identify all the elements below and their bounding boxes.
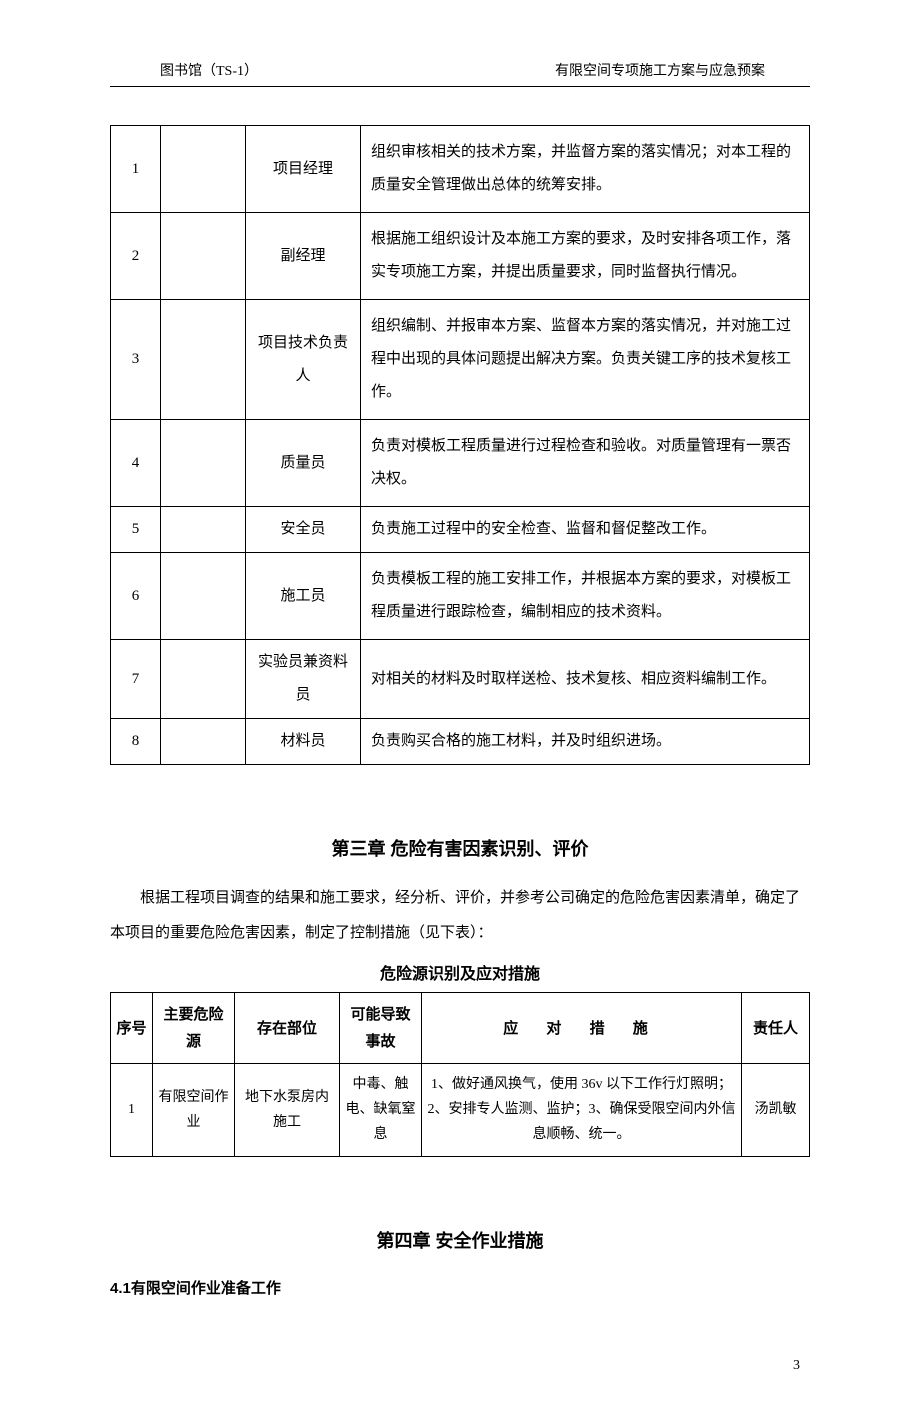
row-role: 安全员 (246, 507, 361, 553)
table-row: 6 施工员负责模板工程的施工安排工作，并根据本方案的要求，对模板工程质量进行跟踪检… (111, 553, 810, 640)
row-number: 7 (111, 640, 161, 719)
header-measure: 应 对 措 施 (422, 993, 742, 1064)
hazard-row-hazard: 有限空间作业 (153, 1064, 235, 1157)
row-blank (161, 420, 246, 507)
header-right: 有限空间专项施工方案与应急预案 (555, 60, 765, 80)
row-description: 负责模板工程的施工安排工作，并根据本方案的要求，对模板工程质量进行跟踪检查，编制… (361, 553, 810, 640)
row-description: 负责对模板工程质量进行过程检查和验收。对质量管理有一票否决权。 (361, 420, 810, 507)
row-role: 施工员 (246, 553, 361, 640)
responsibilities-table: 1 项目经理组织审核相关的技术方案，并监督方案的落实情况；对本工程的质量安全管理做… (110, 125, 810, 765)
row-number: 2 (111, 213, 161, 300)
row-description: 根据施工组织设计及本施工方案的要求，及时安排各项工作，落实专项施工方案，并提出质… (361, 213, 810, 300)
page-number: 3 (110, 1358, 810, 1374)
row-role: 质量员 (246, 420, 361, 507)
row-description: 组织审核相关的技术方案，并监督方案的落实情况；对本工程的质量安全管理做出总体的统… (361, 126, 810, 213)
row-number: 4 (111, 420, 161, 507)
row-number: 5 (111, 507, 161, 553)
hazard-table: 序号 主要危险源 存在部位 可能导致事故 应 对 措 施 责任人 1有限空间作业… (110, 992, 810, 1157)
table-row: 4 质量员负责对模板工程质量进行过程检查和验收。对质量管理有一票否决权。 (111, 420, 810, 507)
table-row: 3 项目技术负责人组织编制、并报审本方案、监督本方案的落实情况，并对施工过程中出现… (111, 300, 810, 420)
row-description: 负责施工过程中的安全检查、监督和督促整改工作。 (361, 507, 810, 553)
row-blank (161, 126, 246, 213)
chapter-4-heading: 第四章 安全作业措施 (110, 1227, 810, 1253)
chapter-3-heading: 第三章 危险有害因素识别、评价 (110, 835, 810, 861)
header-accident: 可能导致事故 (340, 993, 422, 1064)
hazard-row-location: 地下水泵房内施工 (235, 1064, 340, 1157)
chapter-3-paragraph: 根据工程项目调查的结果和施工要求，经分析、评价，并参考公司确定的危险危害因素清单… (110, 881, 810, 950)
table-row: 5 安全员负责施工过程中的安全检查、监督和督促整改工作。 (111, 507, 810, 553)
row-blank (161, 553, 246, 640)
header-left: 图书馆（TS-1） (160, 60, 258, 80)
row-number: 3 (111, 300, 161, 420)
header-hazard: 主要危险源 (153, 993, 235, 1064)
row-role: 副经理 (246, 213, 361, 300)
row-blank (161, 213, 246, 300)
table-row: 8 材料员负责购买合格的施工材料，并及时组织进场。 (111, 719, 810, 765)
page-header: 图书馆（TS-1） 有限空间专项施工方案与应急预案 (110, 60, 810, 80)
hazard-table-header-row: 序号 主要危险源 存在部位 可能导致事故 应 对 措 施 责任人 (111, 993, 810, 1064)
hazard-row: 1有限空间作业地下水泵房内施工中毒、触电、缺氧窒息1、做好通风换气，使用 36v… (111, 1064, 810, 1157)
row-role: 实验员兼资料员 (246, 640, 361, 719)
row-blank (161, 719, 246, 765)
hazard-row-person: 汤凯敏 (742, 1064, 810, 1157)
hazard-row-accident: 中毒、触电、缺氧窒息 (340, 1064, 422, 1157)
row-blank (161, 507, 246, 553)
hazard-table-title: 危险源识别及应对措施 (110, 960, 810, 984)
row-number: 6 (111, 553, 161, 640)
row-blank (161, 300, 246, 420)
table-row: 1 项目经理组织审核相关的技术方案，并监督方案的落实情况；对本工程的质量安全管理做… (111, 126, 810, 213)
table-row: 7 实验员兼资料员对相关的材料及时取样送检、技术复核、相应资料编制工作。 (111, 640, 810, 719)
row-number: 1 (111, 126, 161, 213)
row-description: 组织编制、并报审本方案、监督本方案的落实情况，并对施工过程中出现的具体问题提出解… (361, 300, 810, 420)
table-row: 2 副经理根据施工组织设计及本施工方案的要求，及时安排各项工作，落实专项施工方案，… (111, 213, 810, 300)
hazard-row-measure: 1、做好通风换气，使用 36v 以下工作行灯照明；2、安排专人监测、监护；3、确… (422, 1064, 742, 1157)
row-role: 材料员 (246, 719, 361, 765)
row-blank (161, 640, 246, 719)
row-number: 8 (111, 719, 161, 765)
header-location: 存在部位 (235, 993, 340, 1064)
row-role: 项目经理 (246, 126, 361, 213)
hazard-row-num: 1 (111, 1064, 153, 1157)
row-description: 对相关的材料及时取样送检、技术复核、相应资料编制工作。 (361, 640, 810, 719)
header-person: 责任人 (742, 993, 810, 1064)
header-seq: 序号 (111, 993, 153, 1064)
section-4-1-heading: 4.1有限空间作业准备工作 (110, 1277, 810, 1298)
row-role: 项目技术负责人 (246, 300, 361, 420)
row-description: 负责购买合格的施工材料，并及时组织进场。 (361, 719, 810, 765)
header-underline (110, 86, 810, 87)
